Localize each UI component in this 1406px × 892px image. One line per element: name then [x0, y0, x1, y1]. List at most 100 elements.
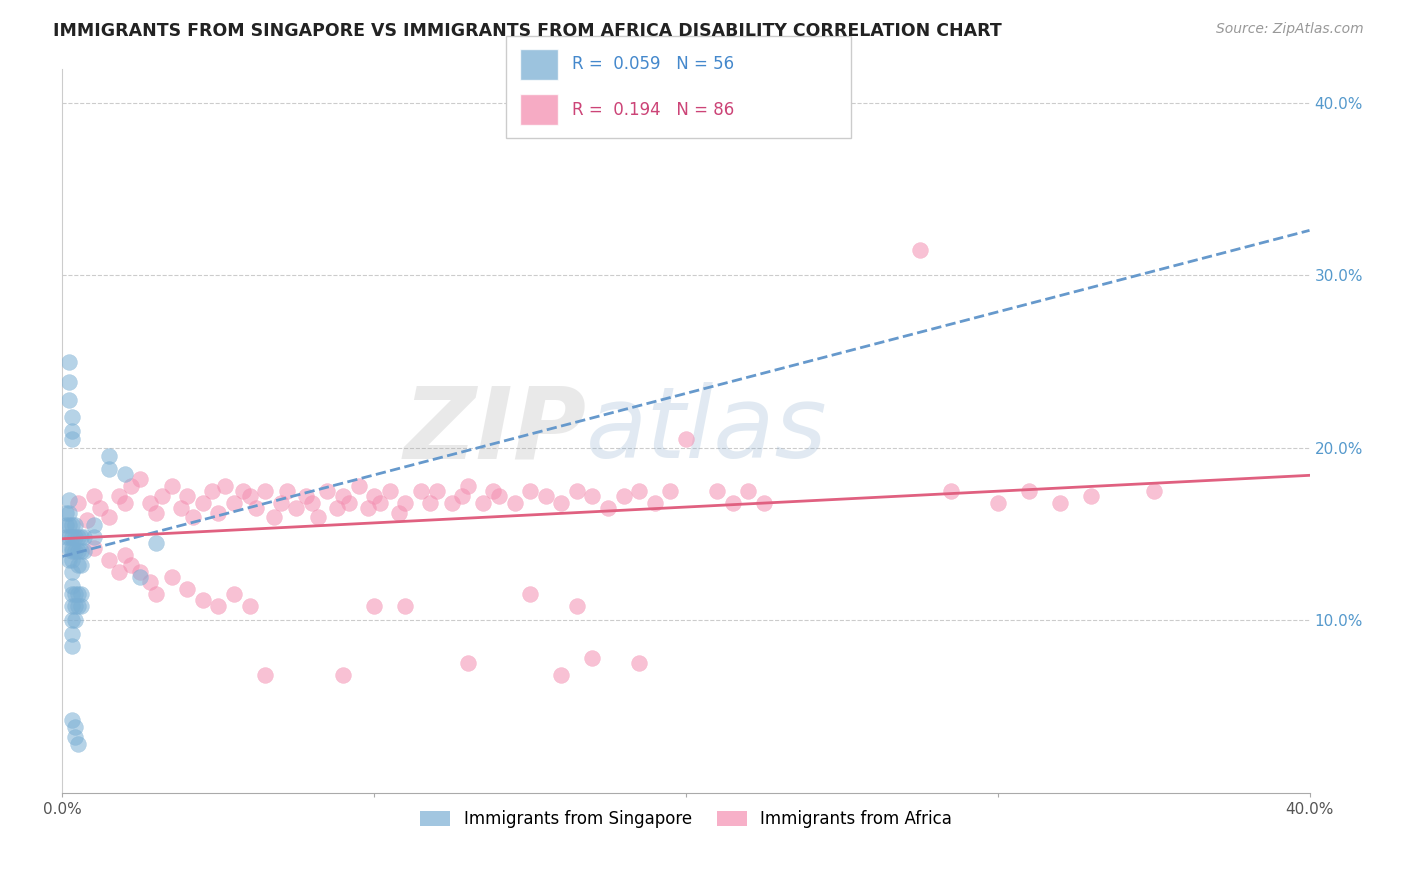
Point	[58, 531, 80, 545]
Point	[70, 531, 93, 545]
Text: ZIP: ZIP	[404, 382, 586, 479]
Point	[307, 509, 329, 524]
Point	[176, 582, 198, 597]
FancyBboxPatch shape	[520, 49, 558, 79]
Point	[58, 541, 80, 555]
Point	[83, 489, 105, 503]
Point	[63, 731, 86, 745]
Point	[550, 496, 572, 510]
Point	[58, 392, 80, 407]
Point	[60, 627, 83, 641]
Point	[67, 544, 90, 558]
Point	[245, 501, 267, 516]
Point	[67, 599, 90, 614]
Point	[254, 668, 277, 682]
Point	[67, 738, 90, 752]
Point	[488, 489, 510, 503]
Point	[450, 489, 472, 503]
Point	[58, 506, 80, 520]
Point	[596, 501, 619, 516]
Point	[98, 450, 121, 464]
Point	[238, 489, 260, 503]
Text: R =  0.194   N = 86: R = 0.194 N = 86	[572, 101, 734, 119]
Point	[316, 483, 339, 498]
Point	[120, 479, 142, 493]
Text: Source: ZipAtlas.com: Source: ZipAtlas.com	[1216, 22, 1364, 37]
Point	[60, 531, 83, 545]
Point	[58, 376, 80, 390]
Point	[394, 496, 416, 510]
Point	[706, 483, 728, 498]
Point	[170, 501, 193, 516]
Point	[145, 587, 167, 601]
Point	[276, 483, 298, 498]
Point	[628, 657, 651, 671]
Point	[60, 541, 83, 555]
Point	[214, 479, 236, 493]
Point	[63, 720, 86, 734]
Point	[370, 496, 392, 510]
Point	[534, 489, 557, 503]
Point	[363, 599, 385, 614]
Point	[263, 509, 285, 524]
Point	[60, 409, 83, 424]
Point	[114, 548, 136, 562]
Point	[550, 668, 572, 682]
Point	[628, 483, 651, 498]
Text: R =  0.059   N = 56: R = 0.059 N = 56	[572, 55, 734, 73]
Point	[426, 483, 449, 498]
Point	[63, 518, 86, 533]
Point	[1143, 483, 1166, 498]
Point	[908, 243, 931, 257]
Point	[394, 599, 416, 614]
Point	[441, 496, 464, 510]
Point	[409, 483, 432, 498]
Point	[519, 587, 541, 601]
Point	[60, 713, 83, 727]
Point	[752, 496, 775, 510]
Point	[58, 492, 80, 507]
Point	[659, 483, 682, 498]
Point	[58, 553, 80, 567]
Point	[201, 483, 224, 498]
Point	[67, 496, 90, 510]
Point	[285, 501, 308, 516]
Point	[73, 531, 96, 545]
Point	[737, 483, 759, 498]
Point	[60, 587, 83, 601]
Text: IMMIGRANTS FROM SINGAPORE VS IMMIGRANTS FROM AFRICA DISABILITY CORRELATION CHART: IMMIGRANTS FROM SINGAPORE VS IMMIGRANTS …	[53, 22, 1002, 40]
Point	[120, 558, 142, 572]
Point	[60, 565, 83, 579]
Point	[419, 496, 441, 510]
Point	[675, 432, 697, 446]
Point	[89, 501, 111, 516]
FancyBboxPatch shape	[506, 36, 851, 138]
Point	[98, 461, 121, 475]
Point	[67, 558, 90, 572]
Text: atlas: atlas	[586, 382, 828, 479]
Point	[294, 489, 316, 503]
Point	[63, 544, 86, 558]
Point	[129, 570, 152, 584]
Point	[232, 483, 254, 498]
Point	[363, 489, 385, 503]
Point	[60, 613, 83, 627]
Point	[1018, 483, 1040, 498]
Point	[457, 657, 479, 671]
Point	[98, 553, 121, 567]
Point	[939, 483, 962, 498]
Point	[129, 565, 152, 579]
Point	[160, 570, 183, 584]
Point	[139, 496, 162, 510]
Point	[107, 489, 129, 503]
Point	[191, 592, 214, 607]
Point	[63, 587, 86, 601]
Point	[70, 587, 93, 601]
Point	[357, 501, 380, 516]
Point	[332, 668, 354, 682]
Point	[987, 496, 1010, 510]
Point	[73, 544, 96, 558]
Point	[565, 483, 588, 498]
Point	[139, 575, 162, 590]
Point	[67, 531, 90, 545]
